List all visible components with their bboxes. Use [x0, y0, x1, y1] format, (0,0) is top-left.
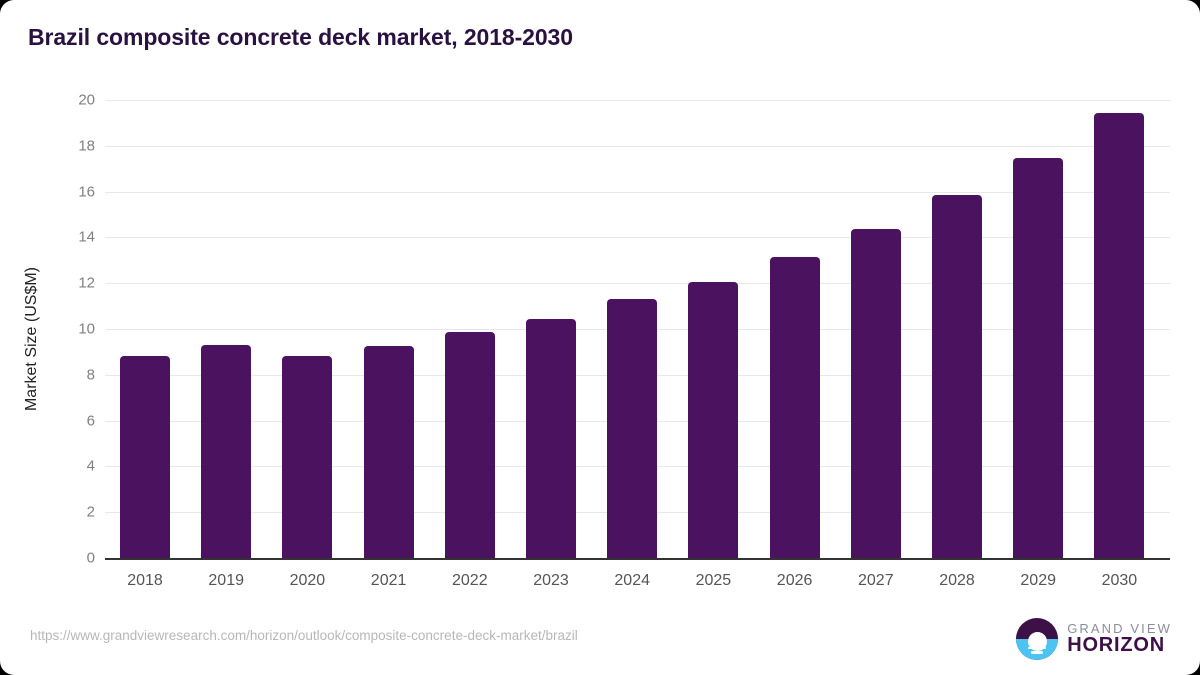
x-axis-tick-label: 2030: [1101, 572, 1138, 589]
x-axis-tick-label: 2025: [695, 572, 732, 589]
gridline: [105, 100, 1170, 101]
y-axis-tick-label: 14: [78, 228, 95, 246]
gridline: [105, 145, 1170, 147]
bar-2029[interactable]: [1013, 158, 1064, 558]
y-axis-tick-label: 18: [78, 137, 95, 155]
bar-2028[interactable]: [932, 195, 982, 558]
bar-2023[interactable]: [526, 318, 576, 558]
x-axis-tick-labels: 2018 2019 2020 2021 2022 2023 2024 2025 2026 2027…: [105, 572, 1170, 602]
logo-ray-upper: [1028, 646, 1047, 649]
gridline: [105, 237, 1170, 239]
y-axis-tick-label: 20: [78, 91, 95, 109]
bar-2018[interactable]: [120, 356, 170, 558]
bar-series: [105, 100, 1170, 558]
y-axis-tick-label: 4: [86, 457, 95, 475]
logo-ray-lower: [1031, 651, 1044, 654]
y-axis-tick-label: 16: [78, 183, 95, 201]
logo-wordmark: GRAND VIEW HORIZON: [1067, 622, 1172, 657]
x-axis-tick-label: 2027: [858, 572, 894, 589]
y-axis-tick-label: 8: [86, 366, 95, 384]
bar-2030[interactable]: [1094, 112, 1145, 558]
x-axis-tick-label: 2023: [533, 572, 569, 589]
bar-2021[interactable]: [363, 346, 414, 558]
logo-top-text: GRAND VIEW: [1067, 620, 1172, 636]
bar-2019[interactable]: [201, 345, 252, 558]
gridline: [105, 191, 1170, 193]
logo-sun: [1027, 632, 1047, 652]
y-axis-tick-label: 0: [86, 549, 95, 567]
plot-area: [105, 100, 1170, 559]
x-axis-tick-label: 2029: [1020, 572, 1056, 589]
gridline: [105, 283, 1170, 285]
x-axis-tick-label: 2021: [370, 572, 407, 589]
bar-2025[interactable]: [688, 282, 739, 558]
x-axis-tick-label: 2026: [776, 572, 813, 589]
page-title: Brazil composite concrete deck market, 2…: [28, 24, 573, 50]
bar-2026[interactable]: [769, 256, 820, 558]
source-url[interactable]: https://www.grandviewresearch.com/horizo…: [30, 628, 578, 643]
y-axis-tick-label: 10: [78, 320, 95, 338]
horizon-sun-circle-icon: [1016, 618, 1059, 660]
bar-2022[interactable]: [444, 332, 495, 558]
brand-logo[interactable]: GRAND VIEW HORIZON: [1016, 618, 1172, 660]
bar-2027[interactable]: [850, 229, 901, 558]
x-axis-line: [105, 558, 1170, 560]
x-axis-tick-label: 2018: [127, 572, 163, 589]
y-axis-tick-labels: 0 2 4 6 8 10 12 14 16 18 20: [0, 0, 95, 675]
bar-2024[interactable]: [607, 299, 658, 558]
x-axis-tick-label: 2020: [289, 572, 326, 589]
y-axis-tick-label: 12: [78, 274, 95, 292]
logo-bottom-text: HORIZON: [1067, 634, 1166, 657]
bar-2020[interactable]: [282, 356, 333, 558]
x-axis-tick-label: 2019: [208, 572, 244, 589]
x-axis-tick-label: 2024: [614, 572, 650, 589]
x-axis-tick-label: 2028: [939, 572, 975, 589]
x-axis-tick-label: 2022: [452, 572, 488, 589]
y-axis-tick-label: 2: [86, 503, 95, 521]
y-axis-tick-label: 6: [86, 412, 95, 430]
